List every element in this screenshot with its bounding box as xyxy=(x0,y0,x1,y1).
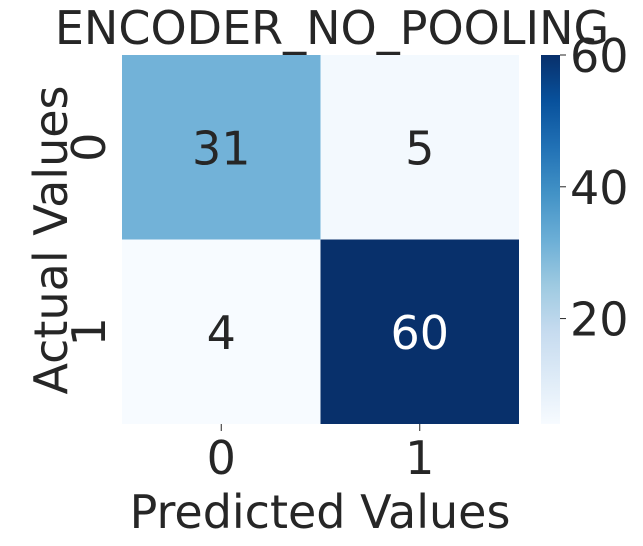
y-tick-label-1: 1 xyxy=(62,317,116,346)
heatmap-cell-0-1 xyxy=(320,55,519,240)
colorbar-tick-label-0: 20 xyxy=(570,293,629,347)
x-tick-label-0: 0 xyxy=(207,431,236,485)
colorbar-ticks: 20 40 60 xyxy=(560,29,629,347)
heatmap-annotations: 31 5 4 60 xyxy=(192,121,449,360)
colorbar-tick-label-1: 40 xyxy=(570,161,629,215)
x-tick-label-1: 1 xyxy=(405,431,434,485)
heatmap-cells xyxy=(122,55,519,424)
cell-annotation-1-0: 4 xyxy=(207,306,236,360)
x-axis-label: Predicted Values xyxy=(130,485,511,539)
y-tick-label-0: 0 xyxy=(62,133,116,162)
heatmap-cell-0-0 xyxy=(122,55,321,240)
colorbar xyxy=(541,55,560,424)
cell-annotation-0-1: 5 xyxy=(405,121,434,175)
heatmap-cell-1-0 xyxy=(122,239,321,424)
cell-annotation-0-0: 31 xyxy=(192,121,251,175)
cell-annotation-1-1: 60 xyxy=(390,306,449,360)
heatmap-cell-1-1 xyxy=(320,239,519,424)
colorbar-tick-label-2: 60 xyxy=(570,29,629,83)
y-axis-label: Actual Values xyxy=(24,85,78,394)
chart-title: ENCODER_NO_POOLING xyxy=(55,1,609,55)
y-tick-labels: 01 xyxy=(62,133,116,347)
